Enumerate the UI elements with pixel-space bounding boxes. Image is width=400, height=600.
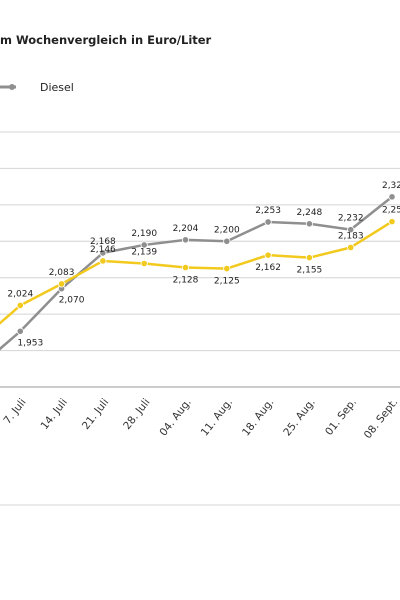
data-label: 2,32 (382, 181, 400, 191)
data-point (264, 218, 272, 226)
data-label: 2,070 (59, 296, 85, 306)
x-tick-label: 18. Aug. (240, 396, 276, 438)
legend-label: Diesel (40, 81, 74, 94)
x-tick-label: 25. Aug. (281, 396, 317, 438)
data-point (140, 259, 148, 268)
data-label: 2,25 (382, 206, 400, 216)
data-point (388, 218, 396, 226)
data-label: 2,125 (214, 277, 240, 287)
data-point (181, 263, 190, 272)
data-label: 2,168 (90, 237, 116, 247)
data-point (347, 226, 355, 234)
data-point (140, 241, 148, 249)
data-label: 2,248 (297, 208, 323, 218)
x-tick-label: 11. Aug. (199, 396, 235, 438)
data-point (223, 237, 231, 245)
chart-title: m Wochenvergleich in Euro/Liter (0, 33, 212, 47)
data-point (223, 265, 231, 273)
data-label: 2,024 (7, 289, 33, 299)
data-point (181, 236, 190, 244)
x-tick-label: 14. Juli (39, 396, 70, 431)
data-point (347, 243, 355, 252)
data-point (57, 280, 66, 288)
data-label: 2,083 (49, 268, 75, 278)
data-label: 2,204 (173, 224, 199, 234)
data-label: 2,190 (131, 229, 157, 239)
data-point (99, 257, 107, 265)
x-tick-label: 01. Sep. (323, 396, 359, 437)
data-label: 2,162 (255, 263, 281, 273)
data-label: 1,953 (17, 338, 43, 348)
data-label: 2,200 (214, 225, 240, 235)
data-point (99, 249, 107, 257)
x-tick-label: 28. Juli (121, 396, 152, 431)
data-point (16, 327, 24, 335)
data-label: 2,139 (131, 248, 157, 258)
data-label: 2,155 (297, 266, 323, 276)
data-point (388, 193, 396, 201)
x-tick-label: 7. Juli (1, 396, 28, 426)
data-label: 2,232 (338, 214, 364, 224)
data-point (305, 220, 313, 228)
x-tick-label: 08. Sept. (362, 396, 400, 441)
data-point (264, 251, 272, 259)
x-tick-label: 21. Juli (80, 396, 111, 431)
data-label: 2,253 (255, 206, 281, 216)
legend-swatch-dot (9, 84, 15, 90)
data-point (16, 301, 24, 309)
data-label: 2,128 (173, 276, 199, 286)
x-tick-label: 04. Aug. (157, 396, 193, 438)
data-label: 2,146 (90, 245, 116, 255)
data-label: 2,183 (338, 231, 364, 241)
data-point (305, 254, 313, 262)
